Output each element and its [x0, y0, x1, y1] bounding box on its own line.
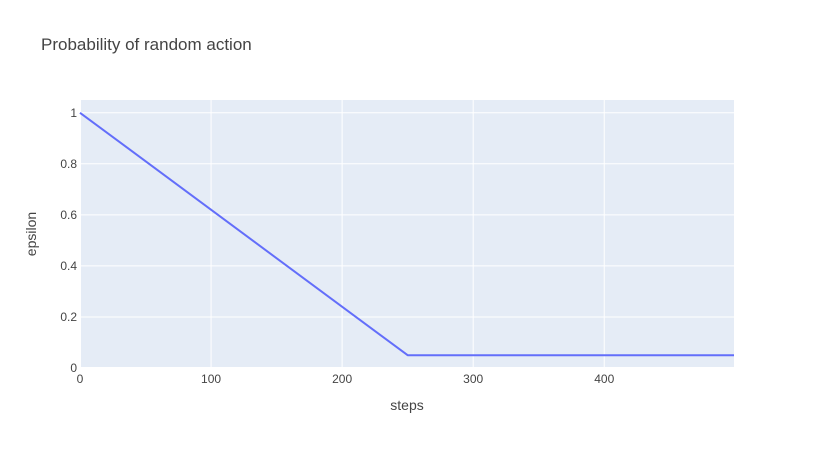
x-tick-label: 300 — [463, 372, 483, 386]
x-tick-label: 0 — [77, 372, 84, 386]
series-line — [79, 111, 734, 357]
chart-title: Probability of random action — [41, 35, 252, 54]
y-tick-labels: 0 0.2 0.4 0.6 0.8 1 — [60, 106, 77, 375]
grid — [79, 100, 734, 369]
y-tick-label: 1 — [70, 106, 77, 120]
x-tick-label: 400 — [594, 372, 614, 386]
y-axis-title: epsilon — [23, 212, 39, 256]
plot-background — [80, 100, 734, 368]
y-tick-label: 0.8 — [60, 157, 77, 171]
x-tick-labels: 0 100 200 300 400 — [77, 372, 615, 386]
data-series — [79, 111, 734, 357]
y-tick-label: 0.2 — [60, 310, 77, 324]
y-tick-label: 0.6 — [60, 208, 77, 222]
y-tick-label: 0.4 — [60, 259, 77, 273]
x-tick-label: 100 — [201, 372, 221, 386]
x-axis-title: steps — [390, 397, 423, 413]
x-tick-label: 200 — [332, 372, 352, 386]
y-tick-label: 0 — [70, 361, 77, 375]
